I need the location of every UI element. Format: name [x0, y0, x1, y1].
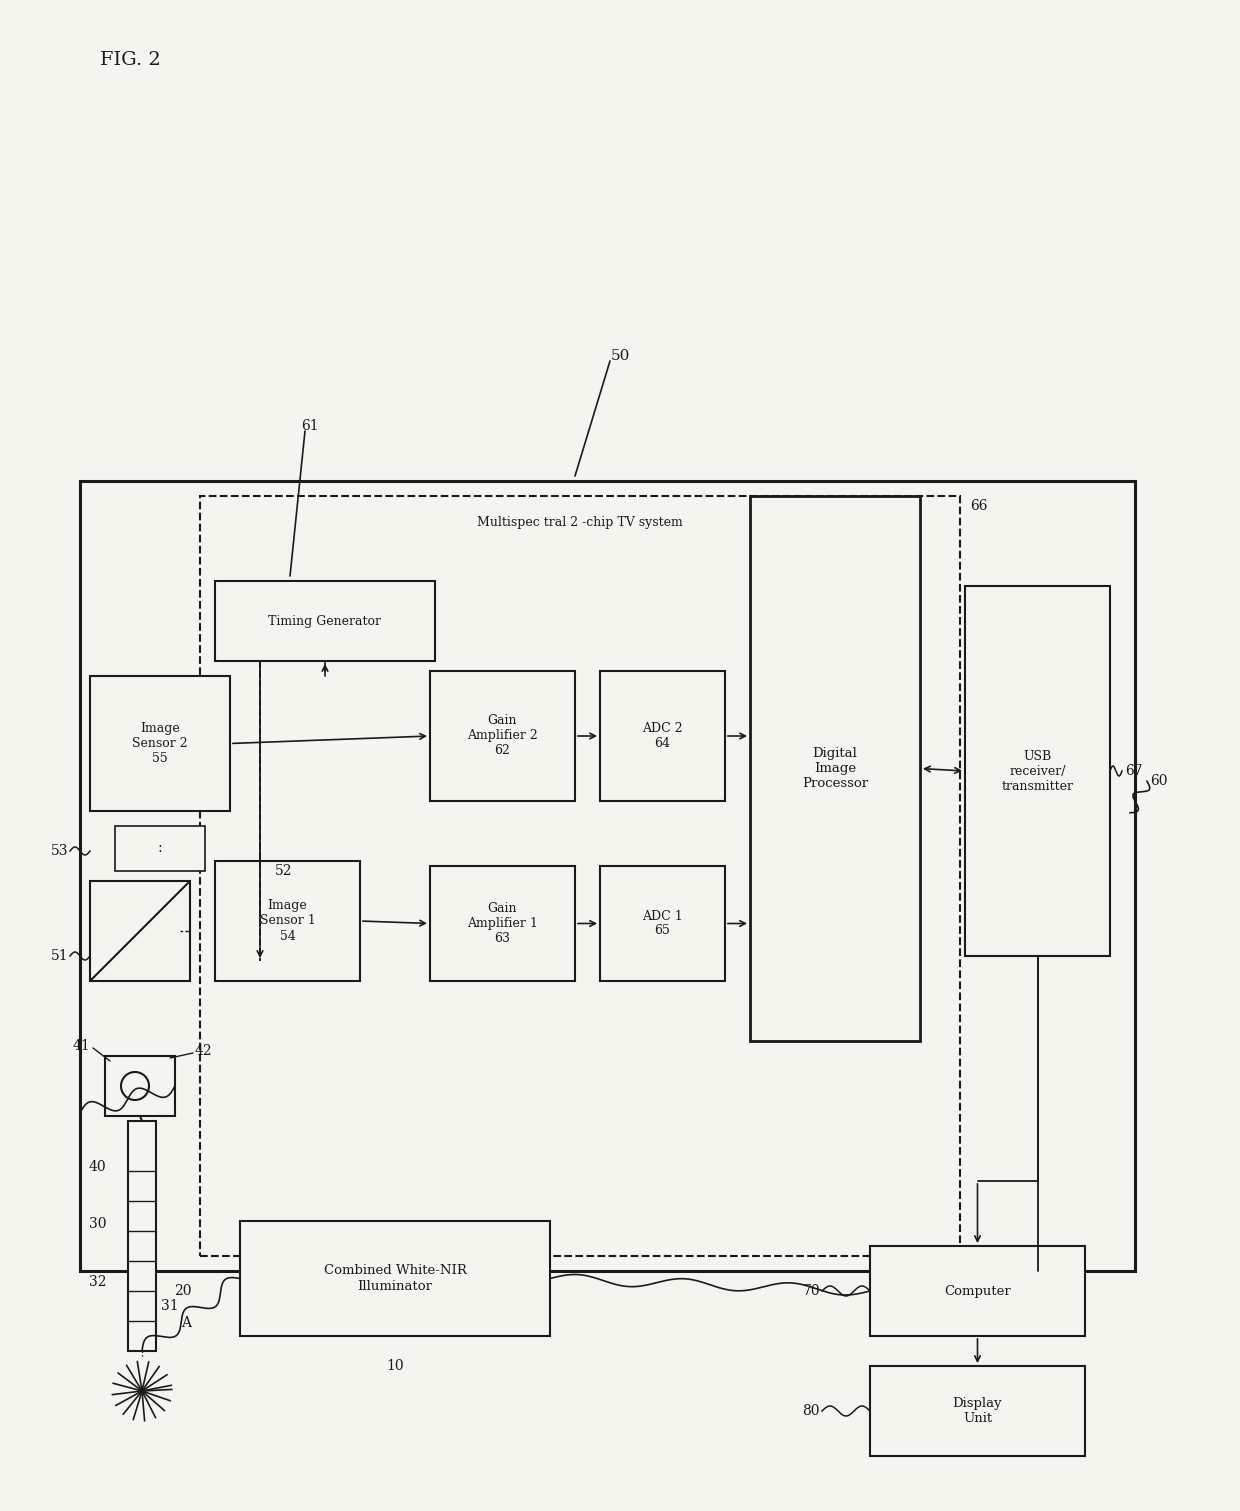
Bar [241, 1221, 551, 1336]
Text: Gain
Amplifier 1
63: Gain Amplifier 1 63 [467, 902, 538, 944]
Text: A: A [181, 1316, 191, 1330]
Text: 50: 50 [610, 349, 630, 363]
Text: Gain
Amplifier 2
62: Gain Amplifier 2 62 [467, 715, 538, 757]
Text: 40: 40 [88, 1160, 105, 1174]
Text: ADC 1
65: ADC 1 65 [642, 910, 683, 937]
Text: 41: 41 [72, 1040, 91, 1053]
Text: 66: 66 [970, 499, 987, 514]
Text: 67: 67 [1125, 765, 1142, 778]
Text: 61: 61 [301, 419, 319, 434]
Text: USB
receiver/
transmitter: USB receiver/ transmitter [1002, 749, 1074, 792]
Bar [430, 866, 575, 981]
Bar [600, 671, 725, 801]
Bar [750, 496, 920, 1041]
Text: 60: 60 [1149, 774, 1168, 789]
Bar [600, 866, 725, 981]
Text: Image
Sensor 2
55: Image Sensor 2 55 [133, 722, 187, 765]
Bar [91, 675, 229, 811]
Bar [105, 1056, 175, 1117]
Text: Computer: Computer [944, 1284, 1011, 1298]
Text: Timing Generator: Timing Generator [269, 615, 382, 627]
Text: 10: 10 [386, 1358, 404, 1373]
Text: Image
Sensor 1
54: Image Sensor 1 54 [259, 899, 315, 943]
Text: 70: 70 [802, 1284, 820, 1298]
Bar [215, 861, 360, 981]
Text: FIG. 2: FIG. 2 [100, 51, 161, 70]
Bar [870, 1366, 1085, 1457]
Bar [200, 496, 960, 1256]
Text: 52: 52 [275, 864, 293, 878]
Text: 31: 31 [161, 1299, 179, 1313]
Bar [128, 1121, 156, 1351]
Bar [430, 671, 575, 801]
Text: 42: 42 [195, 1044, 212, 1058]
Bar [215, 582, 435, 660]
Text: ADC 2
64: ADC 2 64 [642, 722, 683, 749]
Text: 30: 30 [88, 1218, 105, 1231]
Text: Multispec tral 2 -chip TV system: Multispec tral 2 -chip TV system [477, 515, 683, 529]
Bar [91, 881, 190, 981]
Bar [965, 586, 1110, 956]
Text: 80: 80 [802, 1404, 820, 1417]
Text: 32: 32 [88, 1275, 105, 1289]
Text: Combined White-NIR
Illuminator: Combined White-NIR Illuminator [324, 1265, 466, 1292]
Text: Display
Unit: Display Unit [952, 1398, 1002, 1425]
Text: :: : [157, 842, 162, 855]
Bar [115, 827, 205, 870]
Bar [81, 480, 1135, 1271]
Text: Digital
Image
Processor: Digital Image Processor [802, 746, 868, 790]
Text: 51: 51 [51, 949, 68, 963]
Text: 20: 20 [174, 1284, 191, 1298]
Bar [870, 1247, 1085, 1336]
Text: 53: 53 [51, 845, 68, 858]
